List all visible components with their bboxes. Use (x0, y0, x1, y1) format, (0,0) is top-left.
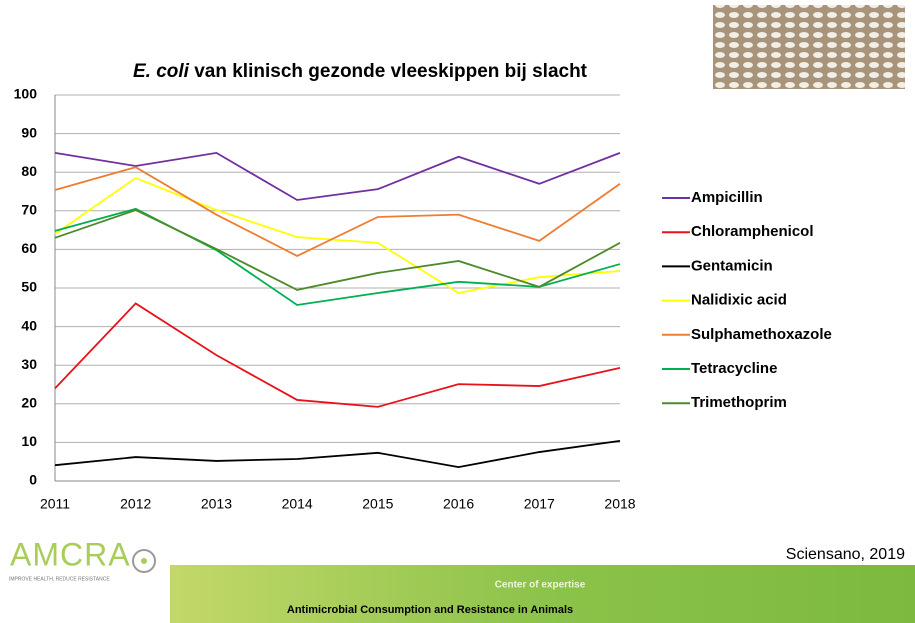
series-line (54, 439, 621, 469)
series-line (54, 151, 621, 201)
band-subtitle: Antimicrobial Consumption and Resistance… (287, 604, 573, 616)
title-rest: van klinisch gezonde vleeskippen bij sla… (194, 61, 587, 82)
y-tick-label: 10 (21, 433, 37, 449)
y-tick-label: 20 (21, 395, 37, 411)
series-line (54, 207, 621, 306)
x-tick-label: 2018 (604, 496, 635, 512)
chart-title: E. coli van klinisch gezonde vleeskippen… (133, 61, 588, 82)
series-line (54, 209, 621, 291)
y-tick-label: 70 (21, 202, 37, 218)
x-tick-label: 2015 (362, 496, 393, 512)
y-tick-label: 60 (21, 240, 37, 256)
y-tick-label: 50 (21, 279, 37, 295)
x-tick-label: 2011 (40, 496, 70, 512)
logo-disc (132, 549, 156, 573)
band-title: Center of expertise (495, 580, 586, 591)
logo-tagline: IMPROVE HEALTH, REDUCE RESISTANCE (9, 576, 110, 582)
y-tick-label: 80 (21, 163, 37, 179)
legend-label: Sulphamethoxazole (691, 326, 832, 343)
series-line (54, 176, 621, 294)
y-tick-label: 90 (21, 124, 37, 140)
series-line (54, 166, 621, 257)
y-tick-label: 100 (14, 86, 38, 102)
series-line (54, 302, 621, 408)
legend-label: Ampicillin (691, 189, 763, 206)
title-italic: E. coli (133, 61, 190, 82)
plot: 0 10 20 30 40 50 60 70 80 90 100 2011 2012 2013 2014 20… (14, 86, 832, 512)
y-tick-label: 40 (21, 317, 37, 333)
x-tick-label: 2016 (443, 496, 474, 512)
legend-label: Tetracycline (691, 360, 777, 377)
x-tick-label: 2013 (201, 496, 232, 512)
legend-label: Trimethoprim (691, 394, 787, 411)
footer-band (170, 565, 915, 623)
x-tick-label: 2017 (524, 496, 555, 512)
legend-label: Gentamicin (691, 257, 773, 274)
source: Sciensano, 2019 (786, 546, 905, 563)
y-tick-label: 30 (21, 356, 37, 372)
logo: AMCRA (10, 536, 131, 572)
x-tick-label: 2012 (120, 496, 151, 512)
logo-disc-center (141, 558, 147, 564)
photo (713, 5, 905, 89)
y-tick-label: 0 (29, 472, 37, 488)
legend-label: Nalidixic acid (691, 292, 787, 309)
x-tick-label: 2014 (282, 496, 313, 512)
legend-label: Chloramphenicol (691, 223, 814, 240)
